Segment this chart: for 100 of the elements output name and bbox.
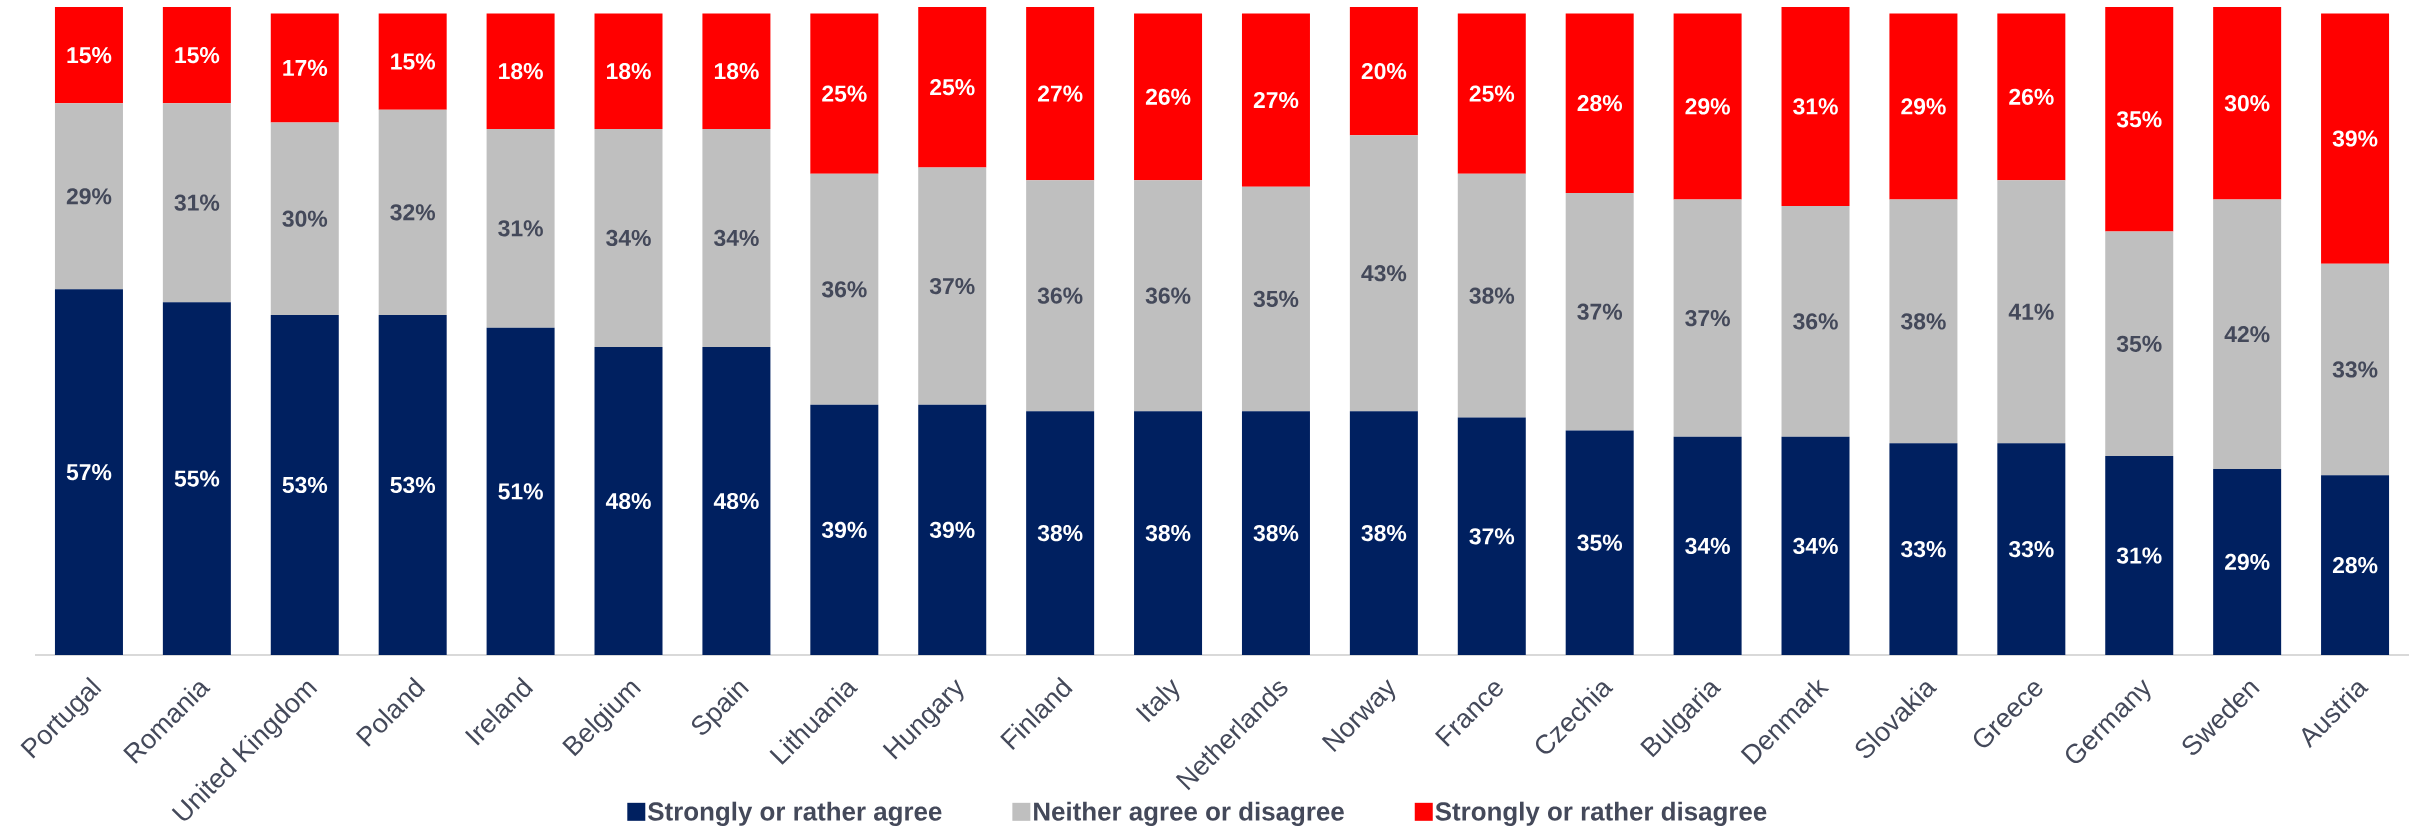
bar [1134, 13, 1203, 181]
data-label: 34% [606, 229, 651, 247]
data-label: 36% [1037, 287, 1083, 304]
data-label: 38% [1469, 287, 1515, 304]
bar [1349, 6, 1418, 136]
bar [2321, 13, 2390, 264]
data-label: 51% [498, 483, 543, 500]
data-label: 53% [282, 476, 328, 494]
data-label: 37% [1577, 303, 1623, 320]
data-label: 17% [283, 59, 328, 76]
data-label: 37% [929, 277, 975, 295]
data-label: 18% [714, 63, 759, 80]
bar [702, 13, 771, 129]
data-label: 43% [1361, 265, 1407, 282]
data-label: 25% [930, 79, 975, 96]
bar [1781, 205, 1850, 437]
data-label: 39% [929, 521, 975, 539]
data-label: 34% [714, 229, 759, 247]
data-label: 34% [1793, 537, 1838, 555]
bar [162, 6, 231, 104]
bar [162, 103, 231, 303]
bar [1457, 173, 1526, 418]
legend-label: Neither agree or disagree [1034, 801, 1344, 826]
data-label: 39% [2332, 130, 2378, 147]
bar [1241, 186, 1310, 412]
bar [2213, 6, 2282, 200]
bar [2105, 456, 2174, 655]
data-label: 30% [2224, 95, 2270, 112]
data-label: 36% [1145, 287, 1191, 304]
data-label: 38% [1145, 524, 1191, 542]
data-label: 41% [2008, 303, 2054, 320]
bar [1026, 411, 1095, 655]
data-label: 28% [1577, 95, 1623, 112]
bar [810, 173, 879, 405]
data-label: 38% [1253, 524, 1299, 542]
bar [2105, 231, 2174, 457]
bar [1997, 13, 2066, 181]
bar [1889, 199, 1958, 444]
data-label: 39% [821, 521, 867, 539]
bar [1673, 13, 1742, 200]
bar [2213, 468, 2282, 655]
data-label: 31% [1793, 98, 1838, 115]
data-label: 48% [605, 492, 651, 510]
data-label: 36% [1793, 313, 1838, 330]
data-label: 37% [1469, 528, 1515, 545]
bar [1349, 411, 1418, 655]
bar [1349, 135, 1418, 412]
bar [1457, 417, 1526, 655]
bar [1457, 13, 1526, 174]
bar [1026, 180, 1095, 412]
bar [2321, 263, 2390, 476]
bar [1673, 199, 1742, 437]
data-label: 38% [1361, 524, 1407, 542]
data-label: 20% [1361, 63, 1407, 80]
data-label: 26% [2009, 88, 2054, 105]
bar [486, 128, 555, 328]
bar [918, 6, 987, 168]
data-label: 18% [607, 63, 651, 80]
bar [1565, 193, 1634, 431]
bar [1134, 411, 1203, 655]
data-label: 25% [1469, 85, 1515, 102]
data-label: 15% [175, 47, 220, 64]
bar [1565, 430, 1634, 655]
bar [1134, 180, 1203, 412]
bar [2105, 6, 2174, 232]
bar [702, 128, 771, 348]
data-label: 34% [1685, 537, 1730, 555]
data-label: 28% [2332, 557, 2378, 574]
bar [810, 13, 879, 174]
bar [1997, 443, 2066, 655]
bar [54, 103, 123, 290]
bar [1026, 6, 1095, 181]
data-label: 48% [713, 492, 759, 510]
bar [2213, 199, 2282, 469]
data-label: 33% [1901, 541, 1946, 558]
data-label: 29% [2225, 553, 2270, 571]
legend-label: Strongly or rather agree [648, 801, 942, 826]
bar [1997, 180, 2066, 444]
data-label: 26% [1145, 88, 1191, 105]
bar [2321, 475, 2390, 655]
data-label: 29% [1685, 98, 1730, 115]
bar [594, 128, 663, 348]
bar [486, 13, 555, 129]
data-label: 38% [1901, 313, 1946, 330]
bar [54, 289, 123, 655]
data-label: 31% [2116, 547, 2162, 564]
bar [270, 314, 339, 655]
data-label: 38% [1037, 524, 1083, 542]
bar [378, 13, 447, 110]
bar [1241, 411, 1310, 655]
data-label: 25% [822, 85, 867, 102]
data-label: 31% [498, 220, 543, 237]
bar [270, 122, 339, 315]
data-label: 35% [1577, 534, 1623, 551]
data-label: 53% [390, 476, 436, 494]
data-label: 42% [2224, 326, 2270, 343]
bar [1889, 443, 1958, 655]
bar [54, 6, 123, 104]
legend-label: Strongly or rather disagree [1435, 801, 1767, 826]
bar [1241, 13, 1310, 187]
